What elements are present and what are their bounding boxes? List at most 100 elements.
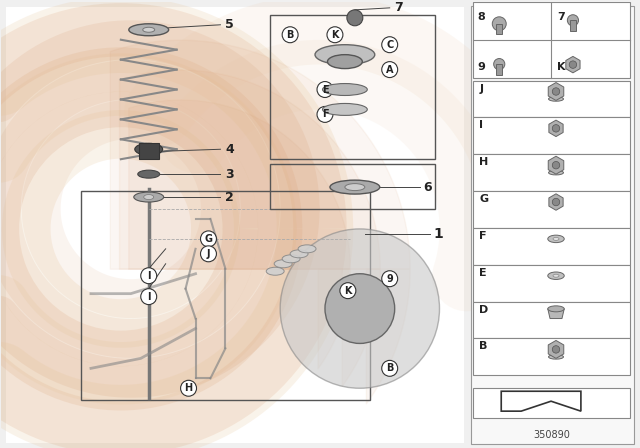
Circle shape (552, 198, 560, 206)
Polygon shape (548, 156, 564, 174)
Circle shape (493, 59, 505, 70)
Bar (472, 6, 634, 444)
Ellipse shape (330, 180, 380, 194)
Bar (81, 191, 370, 400)
Ellipse shape (548, 170, 563, 175)
Bar (270, 164, 435, 209)
Ellipse shape (553, 237, 559, 241)
Text: K: K (331, 30, 339, 40)
Text: B: B (287, 30, 294, 40)
Text: H: H (479, 157, 488, 167)
Bar (474, 2, 630, 78)
Circle shape (317, 82, 333, 98)
Bar (474, 117, 630, 154)
Ellipse shape (323, 103, 367, 116)
Ellipse shape (298, 245, 316, 253)
Bar (270, 15, 435, 159)
Circle shape (141, 268, 157, 284)
Text: 9: 9 (387, 274, 393, 284)
Circle shape (317, 107, 333, 122)
Polygon shape (548, 340, 564, 358)
Bar (139, 143, 159, 159)
Bar (474, 191, 630, 228)
Text: 7: 7 (557, 12, 564, 22)
Text: K: K (557, 61, 566, 72)
Polygon shape (548, 309, 564, 319)
Ellipse shape (328, 55, 362, 69)
Circle shape (200, 231, 216, 247)
Ellipse shape (143, 27, 155, 32)
Text: I: I (147, 292, 150, 302)
Text: B: B (386, 363, 394, 373)
Text: 3: 3 (225, 168, 234, 181)
Ellipse shape (274, 260, 292, 268)
Ellipse shape (144, 194, 154, 199)
Bar (496, 64, 502, 74)
Ellipse shape (129, 24, 168, 36)
Circle shape (327, 27, 343, 43)
Circle shape (552, 125, 560, 132)
Text: G: G (204, 234, 212, 244)
Ellipse shape (134, 192, 164, 202)
Text: 350890: 350890 (534, 430, 570, 440)
Text: A: A (386, 65, 394, 75)
Circle shape (381, 360, 397, 376)
Ellipse shape (315, 45, 375, 65)
Circle shape (552, 346, 560, 353)
Text: 6: 6 (424, 181, 432, 194)
Text: 8: 8 (477, 12, 485, 22)
Text: 9: 9 (477, 61, 485, 72)
Text: 5: 5 (225, 18, 234, 31)
Ellipse shape (548, 306, 564, 312)
Circle shape (200, 246, 216, 262)
Bar (474, 302, 630, 338)
Ellipse shape (323, 83, 367, 95)
Bar (474, 388, 630, 418)
Ellipse shape (345, 184, 365, 190)
Circle shape (280, 229, 440, 388)
Text: 7: 7 (394, 1, 403, 14)
Ellipse shape (548, 97, 563, 101)
Bar (474, 228, 630, 265)
Polygon shape (566, 56, 580, 73)
Ellipse shape (548, 235, 564, 243)
Circle shape (340, 283, 356, 299)
Bar (6, 7, 465, 443)
Circle shape (347, 10, 363, 26)
Ellipse shape (138, 170, 159, 178)
Text: B: B (479, 341, 488, 351)
Polygon shape (501, 391, 581, 411)
Bar (474, 81, 630, 117)
Bar (474, 265, 630, 302)
Ellipse shape (290, 250, 308, 258)
Ellipse shape (548, 272, 564, 280)
Text: J: J (479, 83, 483, 94)
Circle shape (282, 27, 298, 43)
Text: J: J (207, 249, 210, 259)
Text: 1: 1 (433, 227, 444, 241)
Text: F: F (479, 231, 487, 241)
Polygon shape (549, 120, 563, 137)
Circle shape (552, 88, 560, 95)
Circle shape (552, 161, 560, 169)
Circle shape (381, 271, 397, 287)
Text: E: E (479, 268, 487, 278)
Circle shape (381, 62, 397, 78)
Bar (474, 338, 630, 375)
Ellipse shape (135, 143, 163, 155)
Circle shape (381, 37, 397, 53)
Text: 2: 2 (225, 190, 234, 203)
Text: K: K (344, 286, 351, 296)
Text: I: I (147, 271, 150, 281)
Text: I: I (479, 121, 483, 130)
Ellipse shape (548, 355, 563, 359)
Polygon shape (549, 194, 563, 210)
Circle shape (141, 289, 157, 305)
Text: G: G (479, 194, 488, 204)
Circle shape (492, 17, 506, 31)
Text: 4: 4 (225, 143, 234, 156)
Ellipse shape (266, 267, 284, 275)
Bar (474, 154, 630, 191)
Polygon shape (548, 82, 564, 100)
Circle shape (325, 274, 395, 344)
